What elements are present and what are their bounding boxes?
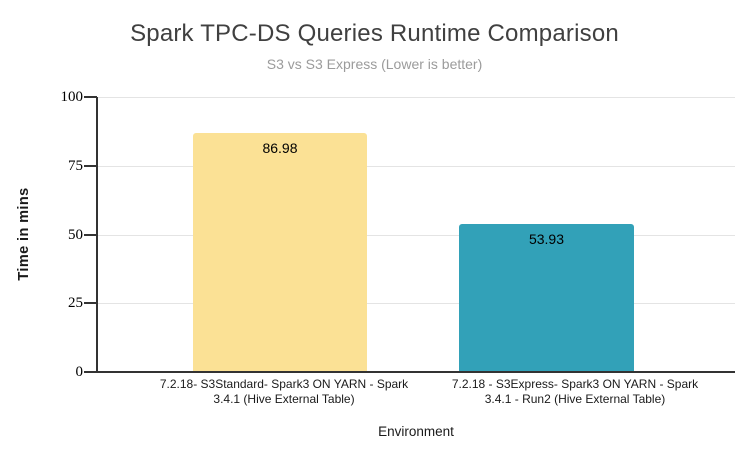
plot-area: 100 75 50 25 0 86.98 53.93: [61, 89, 735, 380]
y-tick-50: [84, 233, 97, 236]
y-tick-label-100: 100: [60, 89, 84, 105]
x-axis-baseline: [84, 371, 735, 373]
x-category-label-line: 3.4.1 - Run2 (Hive External Table): [484, 392, 666, 406]
y-tick-75: [84, 164, 97, 167]
x-category-label-line: 7.2.18 - S3Express- Spark3 ON YARN - Spa…: [451, 377, 699, 391]
bar-value-label-s3express: 53.93: [528, 230, 565, 247]
y-tick-100: [84, 96, 97, 98]
x-axis-title: Environment: [378, 424, 454, 439]
y-tick-label-50: 50: [68, 226, 83, 243]
gridline-100: [97, 97, 735, 98]
x-category-label-s3standard: 7.2.18- S3Standard- Spark3 ON YARN - Spa…: [124, 377, 444, 407]
y-tick-25: [84, 302, 97, 305]
y-tick-label-0: 0: [75, 364, 84, 380]
gridline-25: [97, 303, 735, 305]
y-tick-label-75: 75: [68, 157, 83, 174]
y-axis-line: [96, 97, 98, 372]
y-tick-label-25: 25: [68, 295, 83, 312]
bar-s3standard: 86.98: [193, 132, 367, 372]
chart-title: Spark TPC-DS Queries Runtime Comparison: [130, 20, 619, 47]
bar-s3express: 53.93: [459, 223, 634, 372]
x-category-label-line: 7.2.18- S3Standard- Spark3 ON YARN - Spa…: [159, 377, 409, 391]
bar-value-label-s3standard: 86.98: [262, 139, 298, 156]
chart-subtitle: S3 vs S3 Express (Lower is better): [266, 56, 483, 72]
gridline-75: [97, 165, 735, 167]
gridline-50: [97, 234, 735, 236]
x-category-label-s3express: 7.2.18 - S3Express- Spark3 ON YARN - Spa…: [415, 377, 735, 407]
x-category-label-line: 3.4.1 (Hive External Table): [213, 392, 355, 406]
